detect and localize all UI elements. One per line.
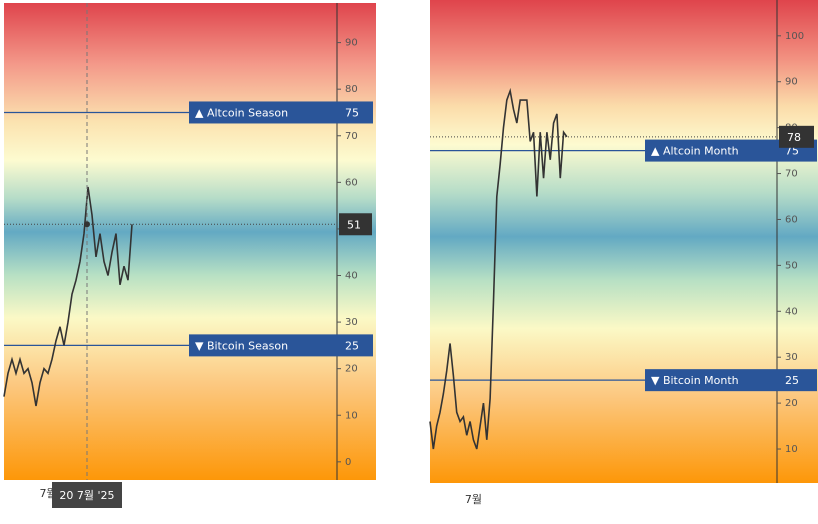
y-tick-label: 40 (785, 306, 798, 317)
series-line (3, 186, 133, 407)
y-tick-label: 70 (785, 169, 798, 180)
y-tick-label: 40 (345, 271, 358, 282)
level-value: 75 (345, 106, 359, 119)
y-tick-label: 90 (785, 77, 798, 88)
crosshair-dot (84, 221, 90, 228)
crosshair-label-bg (52, 482, 122, 508)
y-tick-label: 0 (345, 457, 351, 468)
y-tick-label: 10 (785, 444, 798, 455)
level-value: 25 (785, 374, 799, 387)
y-tick-label: 20 (345, 364, 358, 375)
panel-background (430, 0, 818, 483)
level-label-bg (645, 369, 817, 392)
last-value-bg (779, 125, 814, 148)
level-label-bg (189, 334, 373, 357)
y-tick-label: 20 (785, 398, 798, 409)
level-label: ▼ Bitcoin Month (651, 374, 739, 387)
y-tick-label: 60 (345, 177, 358, 188)
y-tick-label: 10 (345, 410, 358, 421)
level-label: ▲ Altcoin Season (195, 106, 288, 119)
level-label: ▼ Bitcoin Season (195, 339, 288, 352)
x-tick-label: 7월 (465, 493, 482, 506)
last-value-bg (339, 213, 372, 236)
y-tick-label: 100 (785, 31, 804, 42)
series-line (429, 87, 568, 450)
level-value: 75 (785, 145, 799, 158)
crosshair-label: 20 7월 '25 (59, 489, 114, 502)
y-tick-label: 60 (785, 214, 798, 225)
y-tick-label: 80 (345, 84, 358, 95)
y-tick-label: 50 (785, 260, 798, 271)
panel-background (4, 3, 376, 480)
level-label: ▲ Altcoin Month (651, 145, 739, 158)
last-value-label: 78 (787, 131, 801, 144)
y-tick-label: 90 (345, 38, 358, 49)
last-value-label: 51 (347, 218, 361, 231)
level-label-bg (645, 139, 817, 162)
level-value: 25 (345, 339, 359, 352)
y-tick-label: 30 (345, 317, 358, 328)
level-label-bg (189, 101, 373, 124)
y-tick-label: 30 (785, 352, 798, 363)
y-tick-label: 70 (345, 131, 358, 142)
